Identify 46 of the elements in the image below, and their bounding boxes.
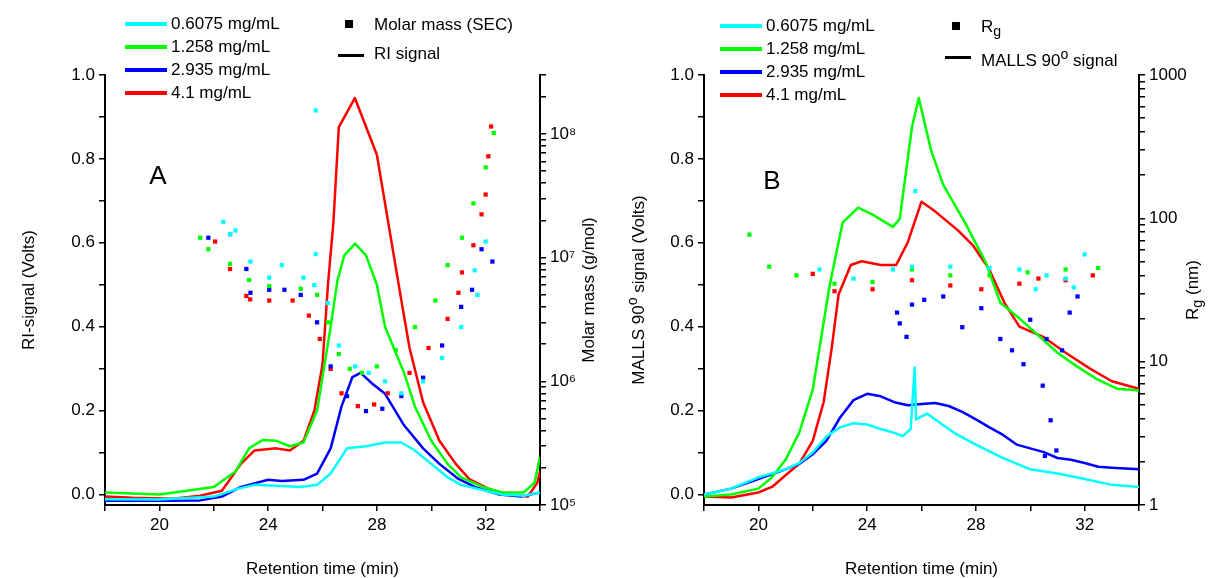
y-axis-title: RI-signal (Volts)	[18, 230, 38, 350]
text: B	[763, 165, 781, 195]
y-tick-label: 0.0	[71, 484, 95, 504]
y-tick-label: 0.8	[71, 148, 95, 168]
x-axis-title: Retention time (min)	[245, 559, 400, 578]
legend-label: 4.1 mg/mL	[766, 85, 847, 105]
text: RI signal	[374, 44, 441, 63]
legend-label: 0.6075 mg/mL	[171, 14, 280, 34]
y-tick-label: 0.2	[71, 400, 95, 420]
y-tick-label: 0.4	[670, 316, 694, 336]
y-tick-label: 0.8	[670, 148, 694, 168]
legend-label: 2.935 mg/mL	[171, 60, 271, 80]
x-tick-label: 28	[367, 514, 387, 534]
legend-label: 4.1 mg/mL	[171, 83, 252, 103]
x-tick-label: 28	[966, 514, 986, 534]
x-tick-label: 32	[476, 514, 496, 534]
x-tick-label: 32	[1075, 514, 1095, 534]
y-tick-label: 0.6	[71, 232, 95, 252]
y-tick-label: 1.0	[670, 64, 694, 84]
y2-tick-label: 10⁷	[550, 247, 576, 267]
y2-tick-label: 1	[1149, 494, 1159, 514]
legend-label: 1.258 mg/mL	[171, 37, 271, 57]
text: Molar mass (SEC)	[374, 15, 513, 34]
y2-axis-title: Molar mass (g/mol)	[578, 217, 598, 363]
x-axis-title: Retention time (min)	[844, 559, 999, 578]
y-tick-label: 0.2	[670, 400, 694, 420]
y-tick-label: 0.0	[670, 484, 694, 504]
y-tick-label: 0.4	[71, 316, 95, 336]
x-tick-label: 24	[857, 514, 877, 534]
y2-tick-label: 10⁶	[550, 371, 576, 391]
x-tick-label: 24	[258, 514, 278, 534]
y2-tick-label: 10⁵	[550, 494, 576, 514]
y-tick-label: 0.6	[670, 232, 694, 252]
legend-label: 1.258 mg/mL	[766, 39, 866, 59]
y2-tick-label: 10	[1149, 351, 1168, 371]
y2-tick-label: 10⁸	[550, 123, 577, 143]
y-tick-label: 1.0	[71, 64, 95, 84]
text: A	[149, 160, 167, 190]
legend-label: 2.935 mg/mL	[766, 62, 866, 82]
x-tick-label: 20	[748, 514, 768, 534]
y2-tick-label: 1000	[1149, 64, 1187, 84]
y2-tick-label: 100	[1149, 208, 1178, 228]
legend-label: 0.6075 mg/mL	[766, 16, 875, 36]
text: R$_{g}$	[981, 17, 1002, 40]
text: MALLS 90$^{o}$ signal	[981, 46, 1118, 70]
x-tick-label: 20	[149, 514, 169, 534]
